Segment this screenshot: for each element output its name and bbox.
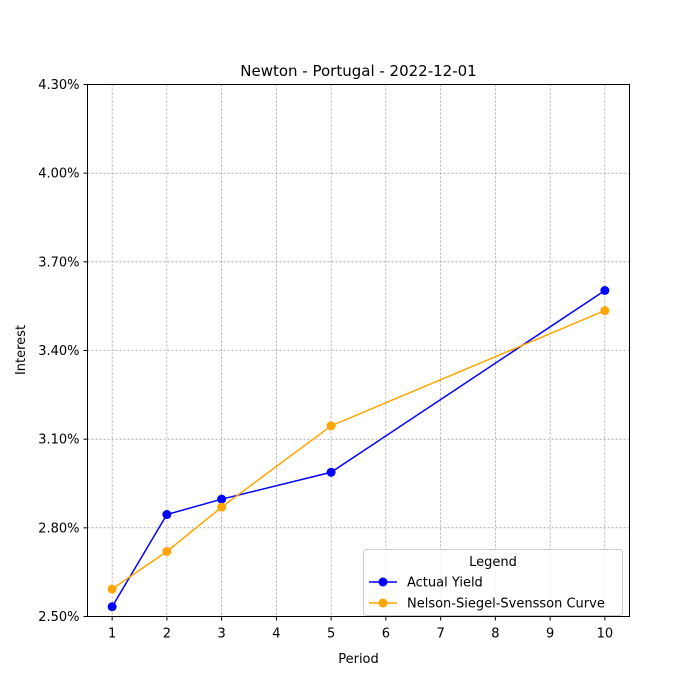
y-tick-label: 2.80% bbox=[38, 521, 79, 536]
data-point bbox=[107, 602, 117, 612]
legend: Legend Actual Yield Nelson-Siegel-Svenss… bbox=[363, 549, 623, 616]
x-tick-label: 10 bbox=[597, 627, 614, 642]
legend-label-nss-curve: Nelson-Siegel-Svensson Curve bbox=[407, 597, 605, 612]
legend-marker-actual-yield bbox=[378, 577, 388, 587]
x-tick-label: 2 bbox=[163, 627, 171, 642]
x-axis: 1 2 3 4 5 6 7 8 9 10 bbox=[108, 616, 614, 642]
y-tick-label: 3.70% bbox=[38, 255, 79, 270]
chart-title: Newton - Portugal - 2022-12-01 bbox=[240, 62, 476, 80]
data-point bbox=[326, 467, 336, 477]
y-tick-label: 3.40% bbox=[38, 344, 79, 359]
legend-marker-nss-curve bbox=[378, 598, 388, 608]
x-tick-label: 9 bbox=[546, 627, 554, 642]
y-tick-label: 3.10% bbox=[38, 433, 79, 448]
data-point bbox=[326, 421, 336, 431]
data-point bbox=[162, 546, 172, 556]
data-point bbox=[600, 306, 610, 316]
x-tick-label: 4 bbox=[272, 627, 280, 642]
data-point bbox=[107, 584, 117, 594]
x-tick-label: 1 bbox=[108, 627, 116, 642]
x-tick-label: 7 bbox=[436, 627, 444, 642]
x-axis-label: Period bbox=[338, 652, 379, 667]
legend-title: Legend bbox=[469, 555, 517, 570]
data-point bbox=[162, 510, 172, 520]
series-group bbox=[107, 286, 610, 612]
y-axis: 2.50% 2.80% 3.10% 3.40% 3.70% 4.00% 4.30% bbox=[38, 78, 88, 625]
data-point bbox=[217, 494, 227, 504]
x-tick-label: 3 bbox=[217, 627, 225, 642]
y-tick-label: 2.50% bbox=[38, 610, 79, 625]
y-axis-label: Interest bbox=[14, 325, 29, 375]
x-tick-label: 8 bbox=[491, 627, 499, 642]
y-tick-label: 4.30% bbox=[38, 78, 79, 93]
x-tick-label: 6 bbox=[382, 627, 390, 642]
legend-label-actual-yield: Actual Yield bbox=[407, 576, 483, 591]
y-tick-label: 4.00% bbox=[38, 167, 79, 182]
x-tick-label: 5 bbox=[327, 627, 335, 642]
grid bbox=[87, 84, 630, 617]
data-point bbox=[600, 286, 610, 296]
data-point bbox=[217, 502, 227, 512]
legend-box bbox=[363, 549, 623, 616]
